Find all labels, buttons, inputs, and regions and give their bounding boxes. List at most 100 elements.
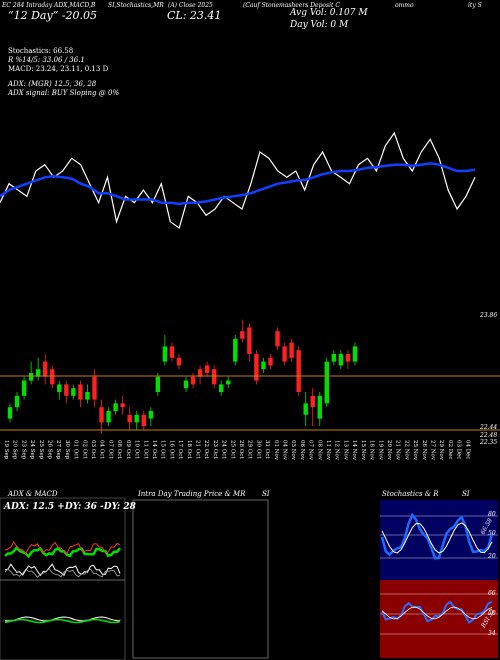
candle-body: [148, 411, 153, 419]
date-label: 10 Oct: [134, 440, 140, 459]
date-label: 06 Nov: [299, 440, 305, 461]
day-label: “12 Day” -20.05: [8, 9, 98, 22]
candle-body: [134, 414, 139, 423]
candle-body: [240, 331, 245, 339]
adx-signal-text: ADX signal: BUY Sloping @ 0%: [8, 89, 120, 97]
macd-line: [4, 616, 121, 622]
candle-body: [127, 414, 132, 423]
candle-body: [113, 403, 118, 411]
candle-body: [162, 346, 168, 362]
candle-body: [226, 380, 231, 385]
candle-body: [247, 327, 252, 354]
date-label: 22 Nov: [403, 440, 409, 461]
date-label: 28 Oct: [238, 440, 244, 459]
candle-body: [183, 380, 189, 389]
date-label: 30 Oct: [255, 440, 261, 459]
date-label: 07 Nov: [308, 440, 314, 461]
stoch-level-80: 80: [488, 511, 496, 518]
price-label-bot2: 22.35: [480, 439, 498, 446]
candle-body: [176, 357, 182, 366]
candle-body: [106, 411, 111, 423]
date-label: 12 Nov: [334, 440, 340, 461]
rsi-lines: [380, 593, 498, 635]
adx-signal-line: [4, 567, 121, 578]
date-label: 26 Nov: [421, 440, 427, 461]
date-label: 15 Nov: [360, 440, 366, 461]
rsi-panel: [380, 580, 498, 658]
candle-body: [120, 403, 125, 408]
candle-body: [254, 354, 259, 381]
candle-body: [78, 384, 83, 400]
date-label: 23 Oct: [212, 440, 218, 459]
date-label: 01 Nov: [273, 440, 279, 461]
date-label: 25 Nov: [412, 440, 418, 461]
stoch-panel-si: SI: [462, 490, 470, 498]
date-label: 04 Oct: [99, 440, 105, 459]
date-label: 20 Sep: [12, 440, 18, 460]
adx-lines: [4, 541, 121, 578]
stochastics-text: Stochastics: 66.58: [8, 47, 74, 55]
header-top-right1: (Cauf Stonemasheers Deposit C: [243, 2, 340, 9]
candle-body: [155, 376, 161, 392]
x-axis-dates: 19 Sep 20 Sep 23 Sep 24 Sep 25 Sep 26 Sep 27 S…: [3, 440, 470, 461]
rsi-level-66: 66: [488, 590, 496, 597]
macd-text: MACD: 23.24, 23.11, 0.13 D: [8, 65, 109, 73]
adx-minus-di-line: [4, 541, 121, 555]
stoch-level-20: 20: [488, 553, 496, 560]
date-label: 25 Oct: [229, 440, 235, 459]
stoch-panel-title: Stochastics & R: [382, 490, 439, 498]
stoch-k-line: [380, 512, 494, 560]
date-label: 09 Oct: [125, 440, 131, 459]
date-label: 24 Oct: [221, 440, 227, 459]
header-top-mid1: SI,Stochastics,MR: [108, 2, 164, 9]
candle-body: [204, 365, 210, 373]
date-label: 01 Oct: [73, 440, 79, 459]
candle-body: [282, 346, 287, 362]
date-label: 29 Oct: [247, 440, 253, 459]
day-vol: Day Vol: 0 M: [290, 20, 349, 30]
intraday-si: SI: [262, 490, 270, 498]
candle-body: [141, 414, 146, 427]
candle-body: [50, 369, 55, 385]
stochastics-lines: [380, 512, 498, 560]
candle-body: [43, 361, 48, 377]
intraday-panel: [132, 499, 269, 659]
price-label-mid: 22.44: [480, 424, 498, 431]
rsi-level-34: 34: [488, 630, 496, 637]
date-label: 31 Oct: [264, 440, 270, 459]
candle-body: [275, 331, 280, 347]
stochastics-panel: [380, 500, 498, 580]
candle-body: [92, 376, 97, 400]
date-label: 02 Dec: [447, 440, 453, 460]
date-label: 19 Sep: [3, 440, 9, 460]
date-label: 15 Oct: [160, 440, 166, 459]
stoch-level-50: 50: [488, 530, 496, 537]
date-label: 11 Nov: [325, 440, 331, 461]
candle-body: [268, 357, 273, 366]
close-label: CL: 23.41: [167, 9, 222, 22]
candle-body: [35, 369, 41, 377]
candle-body: [85, 392, 90, 400]
candle-body: [28, 373, 34, 381]
candle-body: [352, 346, 358, 362]
candle-body: [324, 361, 329, 404]
candle-body: [197, 369, 203, 377]
adx-panel-title: ADX & MACD: [8, 490, 58, 498]
price-series-line: [0, 131, 476, 229]
adx-macd-panel: [0, 497, 126, 660]
candle-body: [338, 354, 344, 366]
header-top-far: ity S: [468, 2, 482, 9]
stoch-r-text: R %14/5: 33.06 / 36.1: [8, 56, 85, 64]
candle-body: [57, 384, 62, 392]
header-top-left: EC 284 Intraday ADX,MACD,B: [2, 2, 96, 9]
candle-body: [64, 384, 69, 396]
candle-body: [169, 346, 175, 358]
candle-body: [14, 395, 20, 408]
price-label-bot1: 22.48: [480, 432, 498, 439]
candle-body: [99, 407, 104, 423]
candle-body: [289, 342, 294, 358]
rsi-level-50: 50: [488, 610, 496, 617]
candle-body: [345, 354, 351, 362]
candle-body: [219, 384, 224, 392]
